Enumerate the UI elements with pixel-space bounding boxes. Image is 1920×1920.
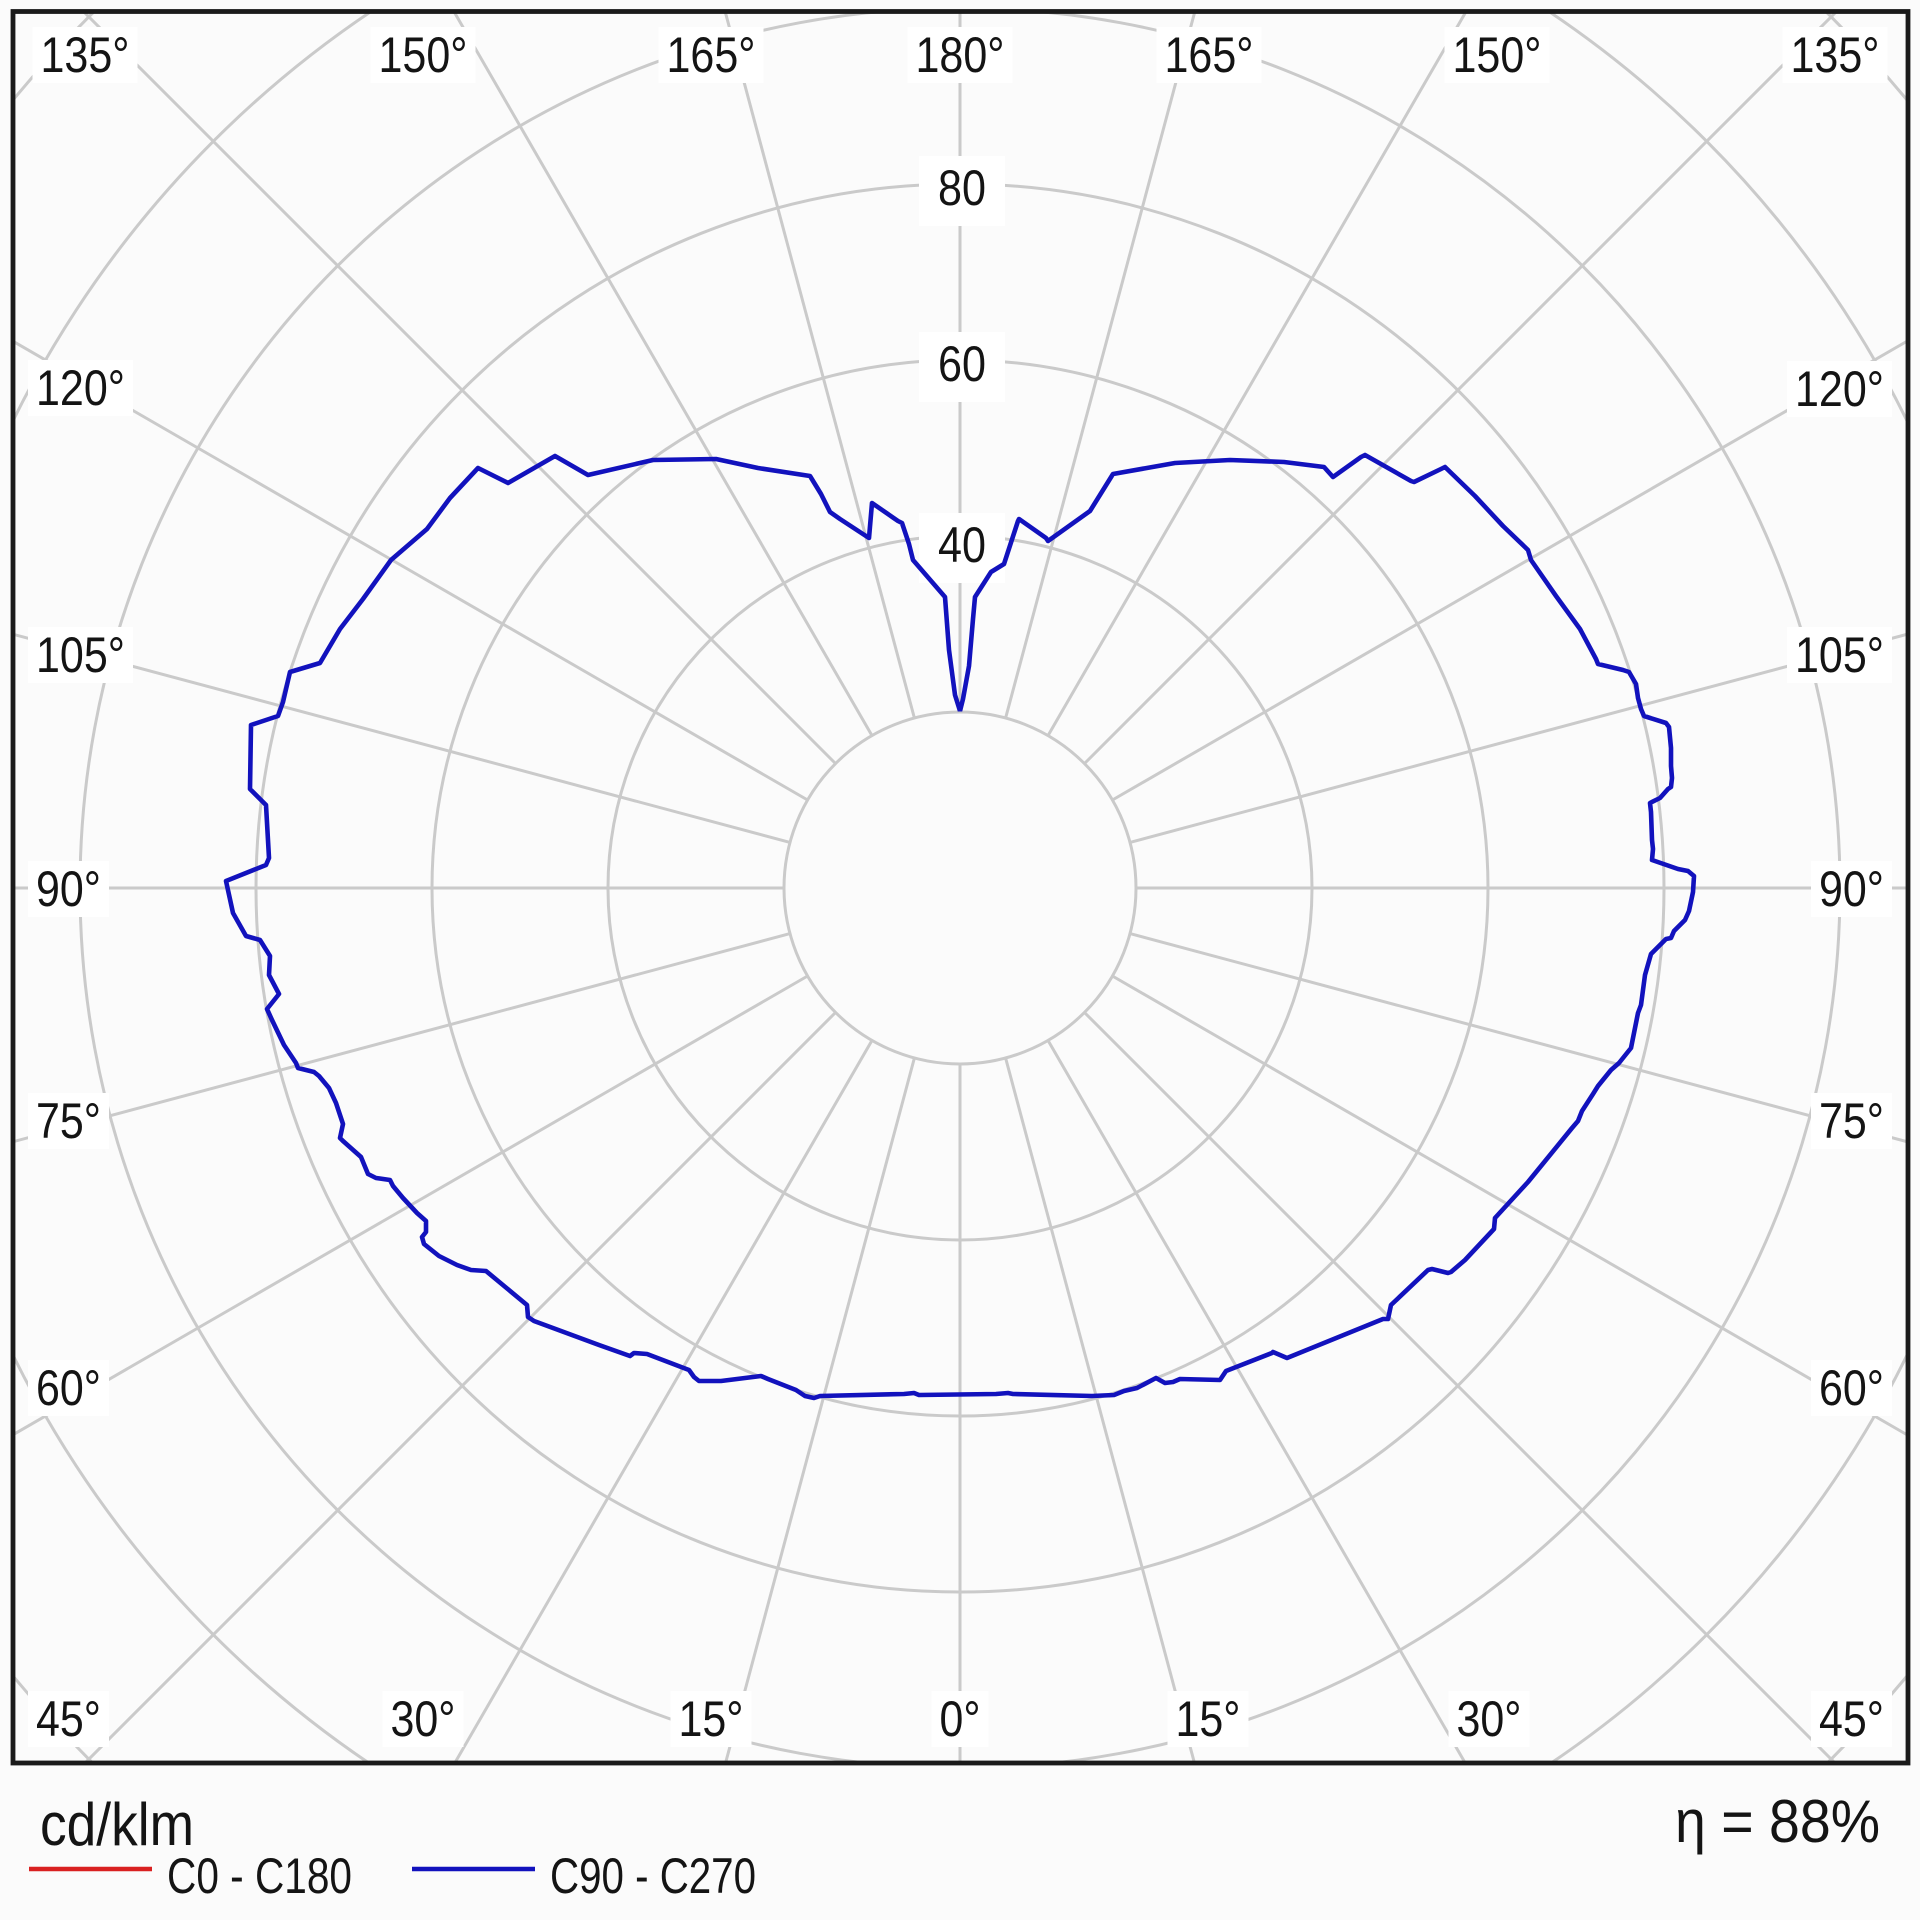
svg-text:135°: 135° <box>1791 27 1880 83</box>
svg-text:150°: 150° <box>379 27 468 83</box>
svg-text:cd/klm: cd/klm <box>40 1791 194 1858</box>
svg-text:80: 80 <box>938 160 986 216</box>
svg-text:40: 40 <box>938 517 986 573</box>
svg-text:105°: 105° <box>36 627 125 683</box>
svg-text:15°: 15° <box>679 1691 744 1747</box>
svg-text:60°: 60° <box>1819 1360 1884 1416</box>
svg-text:C90 - C270: C90 - C270 <box>550 1848 756 1904</box>
svg-text:60: 60 <box>938 336 986 392</box>
svg-text:120°: 120° <box>36 360 125 416</box>
svg-text:90°: 90° <box>36 861 101 917</box>
svg-text:0°: 0° <box>940 1691 981 1747</box>
svg-text:165°: 165° <box>667 27 756 83</box>
svg-text:45°: 45° <box>36 1691 101 1747</box>
svg-text:75°: 75° <box>36 1093 101 1149</box>
svg-text:180°: 180° <box>916 27 1005 83</box>
svg-text:135°: 135° <box>41 27 130 83</box>
svg-text:75°: 75° <box>1819 1093 1884 1149</box>
svg-text:45°: 45° <box>1819 1691 1884 1747</box>
svg-text:120°: 120° <box>1795 361 1884 417</box>
svg-text:C0 - C180: C0 - C180 <box>167 1848 352 1904</box>
svg-text:90°: 90° <box>1819 861 1884 917</box>
svg-text:η = 88%: η = 88% <box>1675 1788 1880 1855</box>
svg-text:60°: 60° <box>36 1360 101 1416</box>
svg-text:30°: 30° <box>391 1691 456 1747</box>
svg-text:15°: 15° <box>1176 1691 1241 1747</box>
svg-text:165°: 165° <box>1165 27 1254 83</box>
svg-text:30°: 30° <box>1457 1691 1522 1747</box>
svg-text:150°: 150° <box>1453 27 1542 83</box>
svg-text:105°: 105° <box>1795 627 1884 683</box>
